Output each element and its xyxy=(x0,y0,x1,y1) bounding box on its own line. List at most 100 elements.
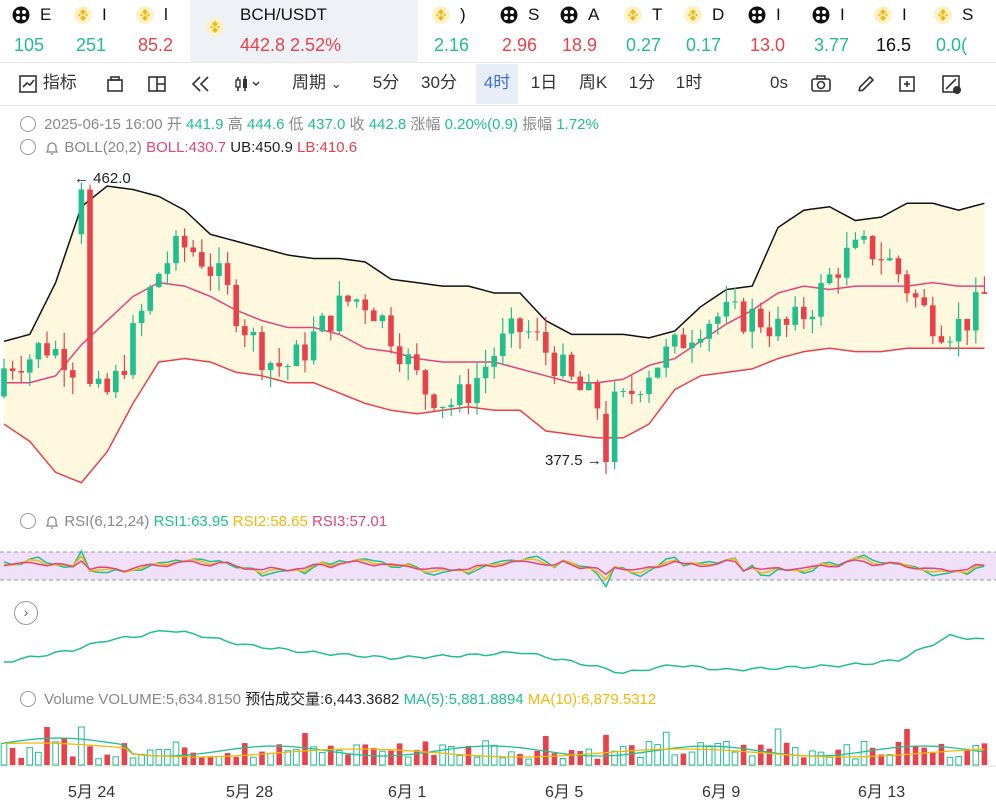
collapse-icon[interactable] xyxy=(20,139,36,156)
volume-bar xyxy=(138,753,145,766)
candle-body xyxy=(465,384,472,403)
candle-body xyxy=(964,319,970,331)
ticker-item[interactable]: ) 2.16 xyxy=(420,0,480,62)
volume-bar xyxy=(259,751,265,765)
ticker-item[interactable]: S 2.96 xyxy=(488,0,548,62)
interval-tab[interactable]: 4时 xyxy=(476,64,518,104)
volume-bar xyxy=(826,756,833,766)
ticker-price: 251 xyxy=(76,35,107,55)
bell-icon[interactable] xyxy=(44,140,60,156)
low-annotation: 377.5 → xyxy=(545,452,602,469)
volume-bar xyxy=(207,756,214,765)
draw-button[interactable] xyxy=(856,64,876,104)
volume-bar xyxy=(791,747,799,766)
rewind-button[interactable] xyxy=(190,64,212,104)
volume-bar xyxy=(181,747,188,765)
ticker-item[interactable]: E 105 xyxy=(0,0,60,62)
candle-body xyxy=(207,266,214,276)
chevron-down-icon: ⌄ xyxy=(330,76,342,91)
candle-body xyxy=(457,384,463,406)
indicators-button[interactable]: 指标 xyxy=(18,64,77,104)
ticker-name: I xyxy=(902,5,907,24)
candle-body xyxy=(904,274,910,294)
volume-bar xyxy=(482,740,489,766)
candle-body xyxy=(706,323,712,339)
volume-bar xyxy=(662,731,670,766)
pencil-icon xyxy=(858,75,875,92)
volume-bar xyxy=(637,756,644,766)
period-dropdown[interactable]: 周期 ⌄ xyxy=(292,64,342,104)
ticker-item[interactable]: I 3.77 xyxy=(800,0,860,62)
expand-icon[interactable]: › xyxy=(14,601,38,625)
candle-body xyxy=(242,326,248,336)
candle-body xyxy=(543,332,549,353)
candle-body xyxy=(250,332,257,336)
ticker-name: BCH/USDT xyxy=(240,5,327,24)
chart-type-button[interactable] xyxy=(233,64,263,104)
bnb-icon xyxy=(206,18,224,36)
candle-body xyxy=(637,394,644,396)
bnb-icon xyxy=(432,6,450,24)
volume-bar xyxy=(594,758,601,765)
layout-button[interactable] xyxy=(147,64,167,104)
interval-tab[interactable]: 1日 xyxy=(530,73,558,92)
ticker-price: 105 xyxy=(14,35,45,55)
screenshot-button[interactable] xyxy=(810,64,832,104)
divider xyxy=(0,105,996,106)
volume-bar xyxy=(534,750,540,765)
rsi2-line xyxy=(3,554,985,581)
volume-bar xyxy=(345,754,351,765)
interval-tab[interactable]: 周K xyxy=(578,73,608,92)
candle-body xyxy=(912,293,919,298)
rsi1-line xyxy=(3,549,985,589)
interval-tab[interactable]: 5分 xyxy=(372,73,400,92)
volume-bar xyxy=(215,755,223,766)
volume-bar xyxy=(645,741,653,766)
ticker-item[interactable]: BCH/USDT 442.8 2.52% xyxy=(190,0,418,62)
candle-body xyxy=(749,308,755,332)
ticker-item[interactable]: I 16.5 xyxy=(862,0,922,62)
candle-body xyxy=(577,376,583,391)
volume-bar xyxy=(155,748,163,766)
volume-bar xyxy=(190,752,196,765)
rsi-info: RSI(6,12,24) RSI1:63.95 RSI2:58.65 RSI3:… xyxy=(20,513,387,530)
volume-bar xyxy=(78,726,85,766)
candle-body xyxy=(414,354,420,371)
settings-icon xyxy=(942,74,961,94)
candle-body xyxy=(302,344,308,361)
settings-button[interactable] xyxy=(940,64,962,104)
ticker-item[interactable]: T 0.27 xyxy=(612,0,672,62)
candle-body xyxy=(895,258,902,275)
collapse-icon[interactable] xyxy=(20,691,36,708)
ticker-item[interactable]: A 18.9 xyxy=(548,0,608,62)
ticker-item[interactable]: S 0.0( xyxy=(922,0,982,62)
change-label: 涨幅 xyxy=(410,116,441,133)
collapse-icon[interactable] xyxy=(20,513,36,530)
ticker-item[interactable]: I 13.0 xyxy=(736,0,796,62)
candle-body xyxy=(947,341,953,343)
template-button[interactable] xyxy=(105,64,125,104)
volume-bar xyxy=(276,744,282,765)
volume-bar xyxy=(697,742,704,766)
ticker-item[interactable]: I 251 xyxy=(62,0,122,62)
ticker-item[interactable]: D 0.17 xyxy=(672,0,732,62)
volume-bar xyxy=(9,747,16,765)
ticker-item[interactable]: l 85.2 xyxy=(124,0,184,62)
candle-body xyxy=(396,346,403,365)
interval-tab[interactable]: 1分 xyxy=(628,73,656,92)
candle-body xyxy=(500,333,506,356)
add-window-button[interactable] xyxy=(897,64,917,104)
candle-body xyxy=(353,299,360,302)
candle-body xyxy=(233,284,239,327)
interval-tab[interactable]: 30分 xyxy=(421,73,457,92)
volume-bar xyxy=(568,750,575,765)
volume-value: VOLUME:5,634.8150 xyxy=(98,691,241,708)
bell-icon[interactable] xyxy=(44,514,60,530)
interval-tab[interactable]: 1时 xyxy=(675,73,703,92)
volume-bar xyxy=(379,750,386,766)
candle-body xyxy=(611,391,618,463)
boll-middle-line xyxy=(4,281,985,384)
collapse-icon[interactable] xyxy=(20,116,36,133)
candle-body xyxy=(663,346,669,368)
low-value: 437.0 xyxy=(307,116,346,133)
